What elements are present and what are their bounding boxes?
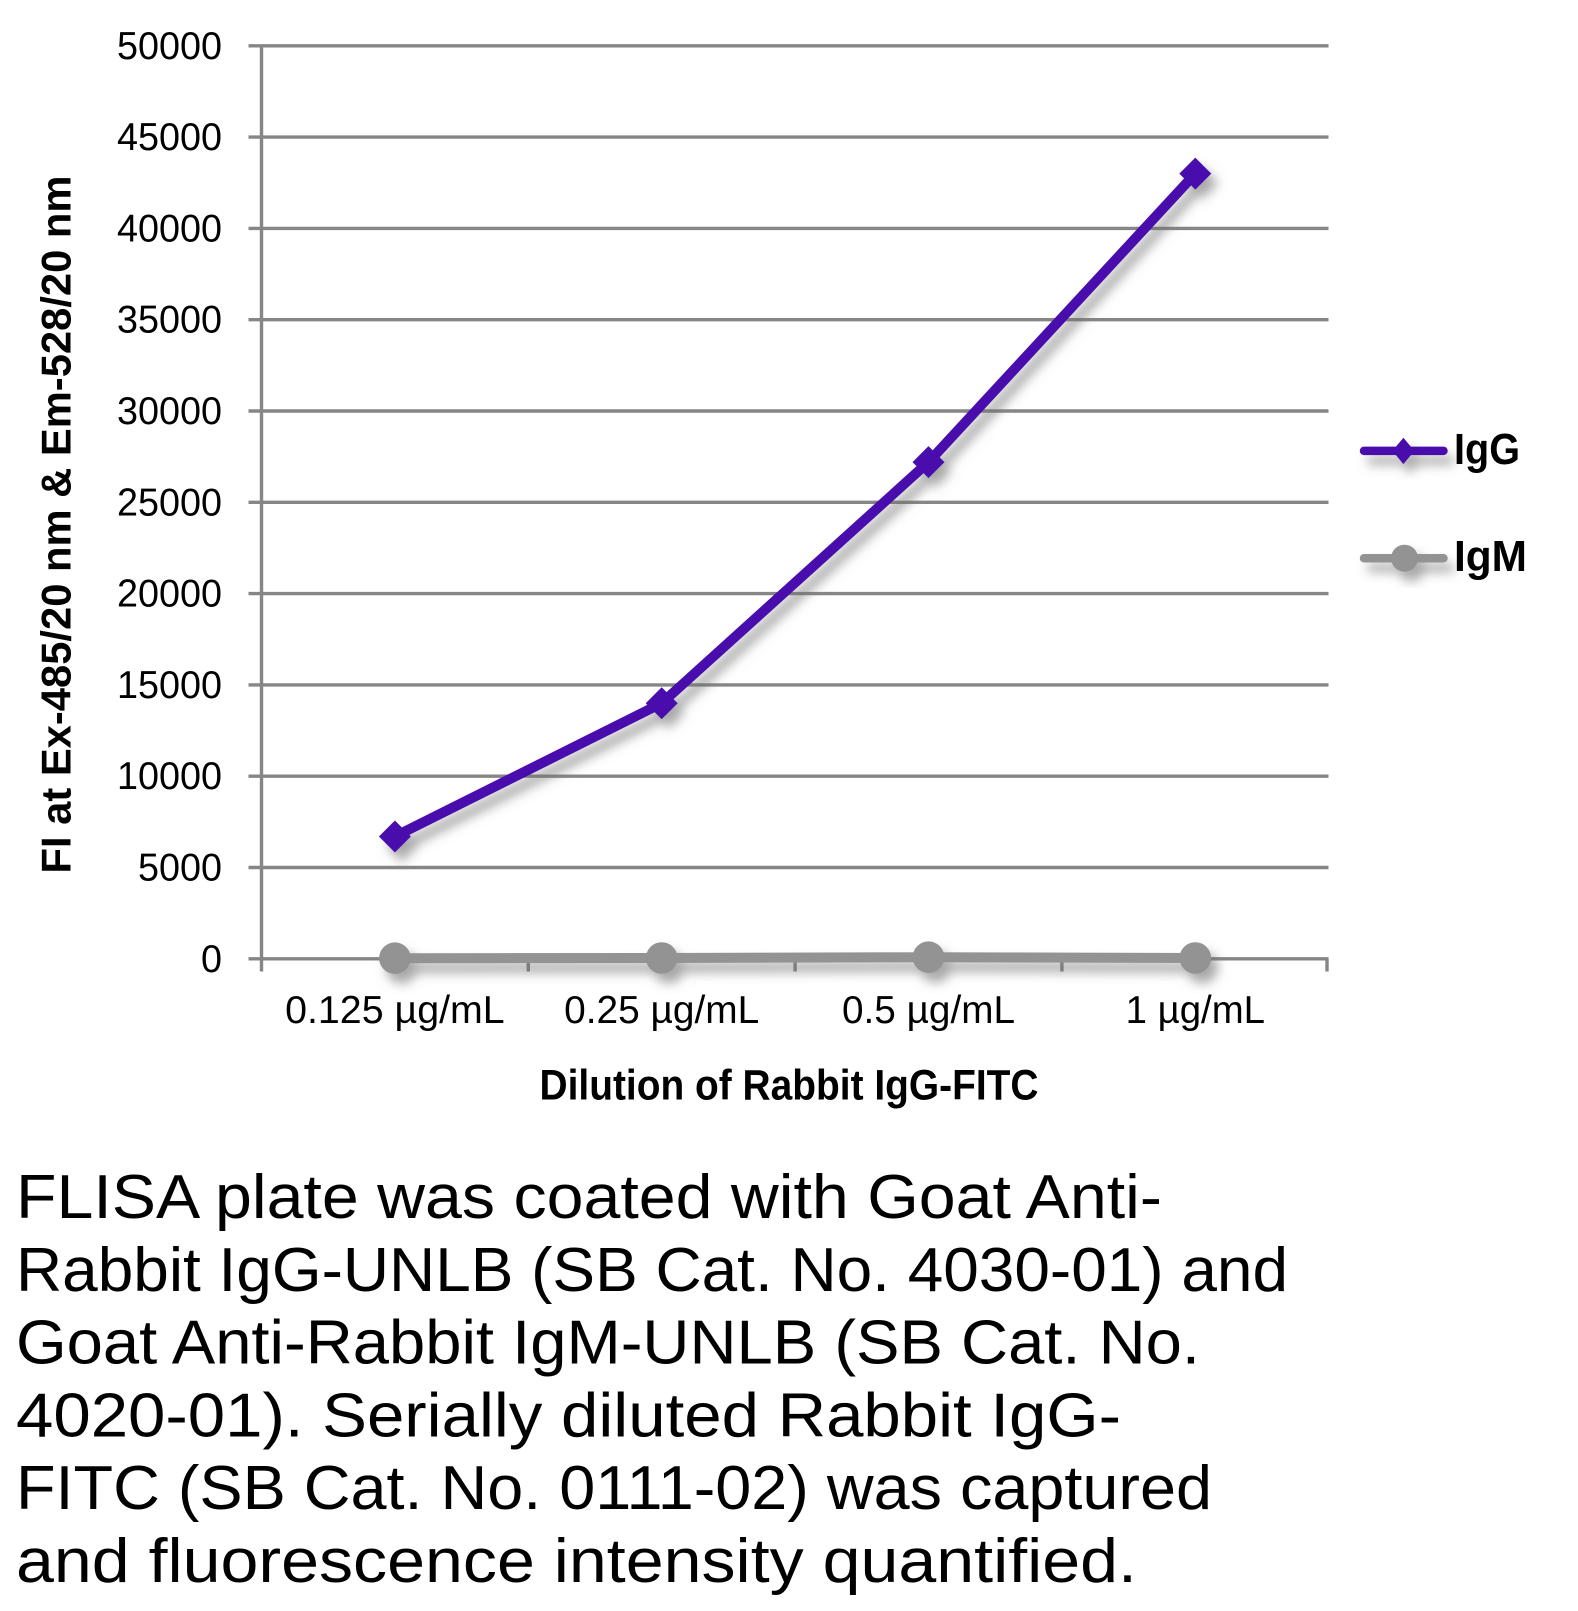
svg-text:and fluorescence intensity qua: and fluorescence intensity quantified. — [16, 1526, 1137, 1596]
svg-text:50000: 50000 — [117, 25, 222, 68]
svg-text:Rabbit IgG-UNLB (SB Cat. No. 4: Rabbit IgG-UNLB (SB Cat. No. 4030-01) an… — [16, 1235, 1288, 1305]
svg-text:0.5 µg/mL: 0.5 µg/mL — [842, 989, 1015, 1032]
svg-text:35000: 35000 — [117, 299, 222, 342]
svg-text:20000: 20000 — [117, 573, 222, 616]
svg-text:1 µg/mL: 1 µg/mL — [1126, 989, 1265, 1032]
svg-text:0: 0 — [201, 938, 222, 981]
svg-text:Dilution of Rabbit IgG-FITC: Dilution of Rabbit IgG-FITC — [540, 1062, 1039, 1110]
svg-text:5000: 5000 — [138, 847, 222, 890]
svg-text:FITC (SB Cat. No. 0111-02) was: FITC (SB Cat. No. 0111-02) was captured — [16, 1453, 1212, 1523]
svg-text:FI at Ex-485/20 nm & Em-528/20: FI at Ex-485/20 nm & Em-528/20 nm — [33, 175, 80, 873]
svg-text:30000: 30000 — [117, 390, 222, 433]
svg-text:0.125 µg/mL: 0.125 µg/mL — [285, 989, 505, 1032]
svg-text:4020-01). Serially diluted Ra: 4020-01). Serially diluted Rabbit IgG- — [16, 1380, 1121, 1450]
svg-text:0.25 µg/mL: 0.25 µg/mL — [564, 989, 759, 1032]
svg-text:IgG: IgG — [1454, 425, 1520, 474]
svg-text:Goat Anti-Rabbit IgM-UNLB (SB: Goat Anti-Rabbit IgM-UNLB (SB Cat. No. — [16, 1308, 1200, 1378]
svg-text:25000: 25000 — [117, 481, 222, 524]
svg-text:45000: 45000 — [117, 116, 222, 159]
svg-text:IgM: IgM — [1454, 532, 1527, 581]
svg-text:15000: 15000 — [117, 664, 222, 707]
svg-text:10000: 10000 — [117, 755, 222, 798]
svg-text:40000: 40000 — [117, 207, 222, 250]
svg-text:FLISA plate was coated with Go: FLISA plate was coated with Goat Anti- — [16, 1162, 1162, 1232]
